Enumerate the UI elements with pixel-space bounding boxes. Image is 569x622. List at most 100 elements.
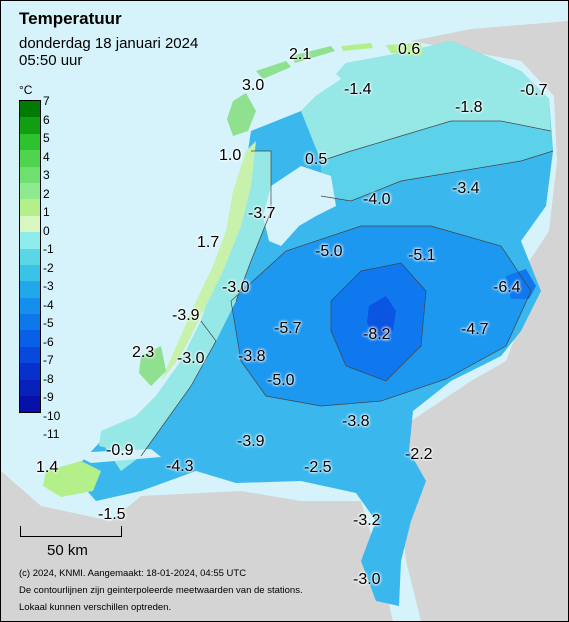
legend-swatch — [20, 396, 40, 413]
station-value-rotterdam: -3.0 — [177, 350, 205, 367]
legend-swatch — [20, 232, 40, 249]
zone-north-cool — [301, 41, 551, 161]
station-value-herwijnen: -5.0 — [267, 372, 295, 389]
legend-label: -3 — [43, 279, 54, 293]
station-value-deelen: -8.2 — [363, 326, 391, 343]
schiermonnikoog-island — [386, 43, 423, 56]
station-value-maastricht: -3.0 — [353, 571, 381, 588]
station-value-groningen: -1.4 — [344, 81, 372, 98]
station-value-woensdrecht: -4.3 — [166, 458, 194, 475]
walcheren — [43, 461, 101, 497]
legend-label: 5 — [43, 131, 50, 145]
legend-swatch — [20, 281, 40, 298]
color-legend — [19, 100, 41, 414]
station-value-terschelling: 2.1 — [289, 46, 312, 63]
scale-bar — [20, 526, 122, 537]
station-value-volkel: -3.8 — [342, 413, 370, 430]
legend-label: -5 — [43, 316, 54, 330]
legend-swatch — [20, 101, 40, 118]
legend-swatch — [20, 297, 40, 315]
vlieland-island — [256, 61, 291, 79]
station-value-nieuw-beerta: -0.7 — [520, 82, 548, 99]
legend-swatch — [20, 363, 40, 380]
legend-label: -7 — [43, 353, 54, 367]
zeeland-north — [99, 416, 161, 451]
station-value-gilze-rijen: -3.9 — [237, 433, 265, 450]
station-value-westdorpe: -1.5 — [98, 506, 126, 523]
legend-label: 4 — [43, 149, 50, 164]
station-value-vlieland: 3.0 — [242, 77, 265, 94]
legend-label: 3 — [43, 168, 50, 182]
germany-land — [396, 21, 568, 621]
belgium-land — [1, 471, 393, 621]
legend-label: -8 — [43, 371, 54, 386]
ijsselmeer — [263, 166, 336, 246]
legend-label: 0 — [43, 223, 50, 238]
scale-label: 50 km — [47, 542, 88, 559]
station-value-heino: -5.1 — [408, 247, 436, 264]
terschelling-island — [291, 46, 335, 63]
station-value-lelystad: -4.0 — [363, 191, 391, 208]
contour-lines — [140, 120, 554, 457]
station-value-valkenburg: -3.9 — [172, 307, 200, 324]
legend-swatch — [20, 314, 40, 331]
legend-label: -10 — [43, 408, 61, 423]
station-value-cabauw: -3.8 — [238, 348, 266, 365]
legend-labels: 7 6 5 4 3 2 1 0 -1 -2 -3 -4 -5 -6 -7 -8 -9 -10 -11 — [43, 94, 60, 446]
legend-label: 7 — [43, 94, 50, 108]
station-value-de-bilt: -5.7 — [274, 320, 302, 337]
legend-label: -4 — [43, 297, 54, 312]
legend-label: -9 — [43, 390, 54, 404]
station-value-ijmuiden: 1.7 — [197, 234, 220, 251]
map-title: Temperatuur — [19, 9, 122, 28]
zone-coast-warm — [139, 346, 166, 386]
legend-swatch — [20, 379, 40, 397]
legend-unit: °C — [19, 83, 33, 97]
contour-note: De contourlijnen zijn geinterpoleerde me… — [19, 585, 303, 596]
station-value-arcen: -2.2 — [405, 446, 433, 463]
legend-swatch — [20, 330, 40, 347]
ameland-island — [341, 43, 373, 51]
legend-swatch — [20, 346, 40, 364]
station-value-eelde: -1.8 — [455, 99, 483, 116]
legend-swatch — [20, 264, 40, 282]
legend-swatch — [20, 150, 40, 167]
copyright-text: (c) 2024, KNMI. Aangemaakt: 18-01-2024, … — [19, 568, 247, 579]
map-time: 05:50 uur — [19, 52, 83, 69]
zone-coast-mild — [161, 141, 256, 381]
legend-label: -1 — [43, 242, 54, 256]
zone-cold5 — [367, 296, 396, 339]
station-value-twenthe: -6.4 — [493, 279, 521, 296]
legend-label: -11 — [43, 427, 60, 441]
map-date: donderdag 18 januari 2024 — [19, 35, 199, 52]
station-value-marknesse: -5.0 — [315, 243, 343, 260]
station-value-berkhout: -3.7 — [248, 205, 276, 222]
wadden-sea — [256, 69, 341, 121]
legend-label: -2 — [43, 260, 54, 275]
legend-swatch — [20, 182, 40, 200]
zone-north-cold — [321, 121, 553, 201]
station-value-vlissingen: 1.4 — [36, 459, 59, 476]
legend-label: 6 — [43, 112, 50, 127]
station-value-hoek-van-holland: 2.3 — [132, 344, 155, 361]
station-value-de-kooy: 1.0 — [219, 147, 242, 164]
station-value-ell: -3.2 — [353, 512, 381, 529]
station-value-eindhoven: -2.5 — [304, 459, 332, 476]
legend-swatch — [20, 215, 40, 233]
legend-swatch — [20, 166, 40, 183]
legend-swatch — [20, 199, 40, 216]
zone-twente — [506, 269, 536, 299]
legend-swatch — [20, 117, 40, 134]
station-value-wilhelminadorp: -0.9 — [106, 442, 134, 459]
station-value-hoogeveen: -3.4 — [452, 180, 480, 197]
legend-swatch — [20, 133, 40, 151]
station-value-schiermonnikoog: 0.6 — [398, 41, 421, 58]
local-note: Lokaal kunnen verschillen optreden. — [19, 602, 172, 613]
legend-label: 1 — [43, 205, 50, 219]
station-value-schiphol: -3.0 — [222, 279, 250, 296]
station-value-stavoren: 0.5 — [305, 151, 328, 168]
texel-island — [227, 93, 256, 136]
legend-label: 2 — [43, 186, 50, 201]
